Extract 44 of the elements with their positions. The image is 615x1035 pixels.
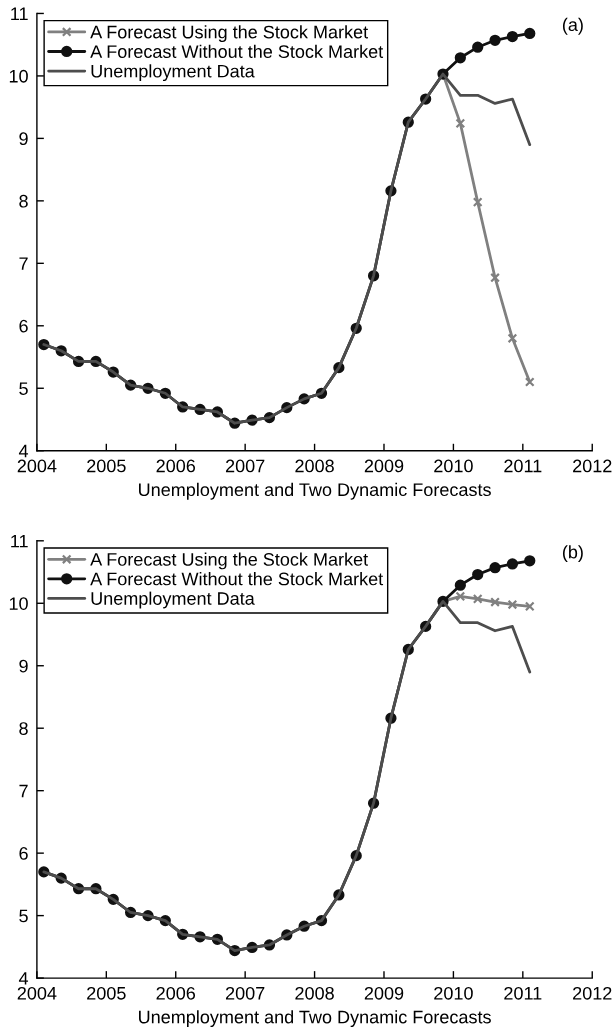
x-tick-label: 2004: [17, 459, 57, 473]
y-tick-label: 10: [9, 69, 28, 83]
y-tick-label: 9: [19, 132, 28, 146]
x-tick-label: 2011: [504, 459, 542, 473]
x-tick-label: 2008: [295, 459, 334, 473]
x-tick-label: 2011: [504, 986, 542, 1000]
x-tick-label: 2005: [87, 986, 126, 1000]
x-tick-label: 2010: [434, 459, 473, 473]
y-tick-label: 6: [19, 319, 28, 333]
y-tick-label: 9: [19, 659, 28, 673]
y-tick-label: 8: [19, 194, 28, 208]
legend-label: Unemployment Data: [91, 64, 255, 82]
legend-label: A Forecast Using the Stock Market: [90, 25, 368, 43]
x-axis-title: Unemployment and Two Dynamic Forecasts: [139, 482, 491, 500]
y-tick-label: 6: [19, 847, 28, 860]
x-tick-label: 2006: [156, 459, 196, 473]
x-tick-label: 2010: [434, 986, 473, 1000]
x-tick-label: 2012: [573, 459, 612, 473]
y-tick-label: 10: [9, 597, 28, 610]
x-tick-label: 2008: [295, 986, 334, 1000]
y-tick-label: 7: [19, 257, 28, 270]
y-tick-label: 5: [19, 382, 28, 395]
legend-label: A Forecast Without the Stock Market: [90, 44, 384, 58]
annotation: (b): [562, 545, 583, 562]
x-axis-title: Unemployment and Two Dynamic Forecasts: [139, 1010, 491, 1028]
legend-label: A Forecast Using the Stock Market: [90, 552, 368, 570]
y-tick-label: 4: [18, 444, 29, 458]
x-tick-label: 2009: [364, 986, 404, 1000]
y-tick-label: 4: [18, 972, 29, 985]
x-tick-label: 2007: [225, 986, 265, 1000]
x-tick-label: 2009: [364, 459, 404, 473]
y-tick-label: 7: [19, 784, 28, 798]
x-tick-label: 2012: [573, 986, 612, 1000]
legend-label: A Forecast Without the Stock Market: [90, 572, 384, 586]
x-tick-label: 2007: [225, 459, 265, 473]
x-tick-label: 2004: [17, 986, 57, 1000]
y-tick-label: 11: [11, 7, 28, 20]
legend-label: Unemployment Data: [91, 591, 255, 609]
annotation: (a): [562, 17, 583, 35]
x-tick-label: 2006: [156, 986, 196, 1000]
y-tick-label: 11: [11, 534, 28, 548]
y-tick-label: 5: [19, 909, 28, 923]
y-tick-label: 8: [19, 722, 28, 735]
x-tick-label: 2005: [87, 459, 126, 473]
